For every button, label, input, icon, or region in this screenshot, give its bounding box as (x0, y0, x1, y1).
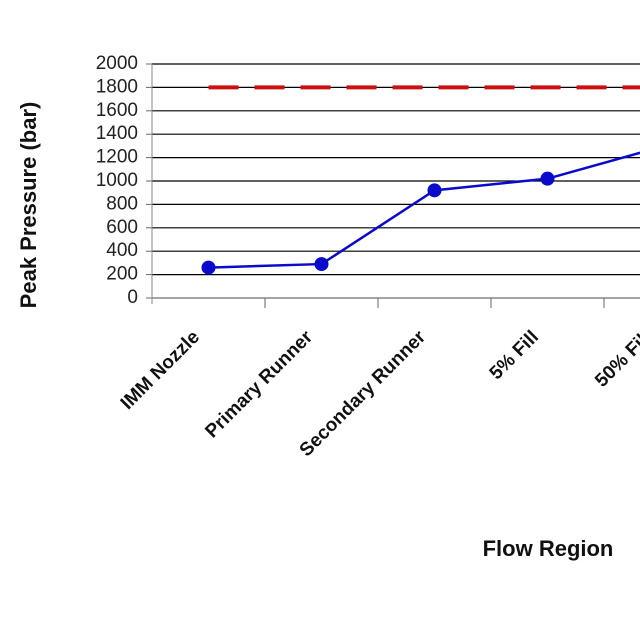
x-tick-label: 5% Fill (486, 327, 543, 384)
y-tick-label: 1600 (96, 100, 138, 121)
x-axis-title: Flow Region (483, 536, 614, 561)
line (208, 151, 640, 269)
y-tick-label: 1000 (96, 170, 138, 191)
y-tick-label: 200 (106, 264, 138, 285)
x-tick-label: Primary Runner (201, 326, 317, 442)
x-tick-label: IMM Nozzle (117, 327, 204, 414)
marker (314, 257, 329, 272)
y-tick-label: 1800 (96, 76, 138, 97)
y-tick-label: 2000 (96, 53, 138, 74)
y-tick-label: 400 (106, 240, 138, 261)
x-tick-label: Secondary Runner (296, 326, 431, 461)
y-axis-title: Peak Pressure (bar) (16, 102, 41, 309)
marker (201, 260, 216, 275)
y-tick-label: 800 (106, 193, 138, 214)
y-tick-label: 600 (106, 217, 138, 238)
marker (540, 171, 555, 186)
y-tick-label: 1400 (96, 123, 138, 144)
y-tick-label: 1200 (96, 147, 138, 168)
marker (427, 183, 442, 198)
x-tick-label: 50% Fill (591, 327, 640, 392)
y-tick-label: 0 (127, 287, 138, 308)
